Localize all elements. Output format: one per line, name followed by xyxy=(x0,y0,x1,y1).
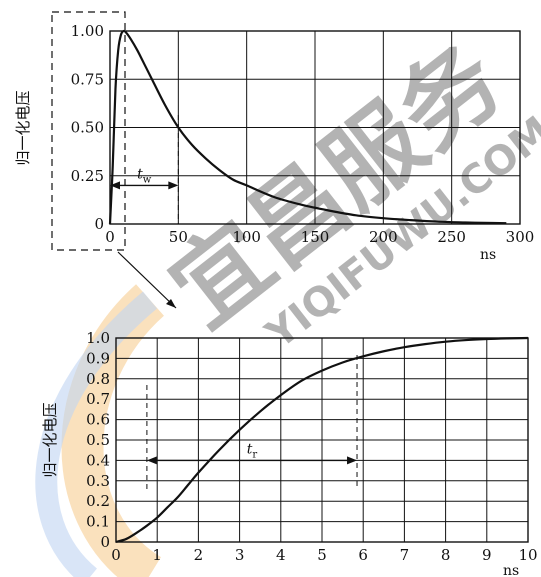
y-tick-label: 0 xyxy=(94,215,104,233)
x-tick-label: 8 xyxy=(441,546,451,564)
zoom-arrow xyxy=(117,251,177,309)
y-tick-label: 0.2 xyxy=(86,492,110,510)
x-tick-label: 2 xyxy=(194,546,204,564)
x-tick-label: 7 xyxy=(400,546,410,564)
y-tick-label: 0.6 xyxy=(86,411,110,429)
bottom-y-tick-labels: 0 0.1 0.2 0.3 0.4 0.5 0.6 0.7 0.8 0.9 1.0 xyxy=(86,329,110,551)
annotation-arrowhead-right xyxy=(347,456,358,465)
annotation-label: tr xyxy=(247,441,258,460)
y-tick-label: 0.4 xyxy=(86,451,110,469)
x-tick-label: 3 xyxy=(235,546,245,564)
y-tick-label: 0.25 xyxy=(71,167,104,185)
x-tick-label: 150 xyxy=(301,228,330,246)
x-tick-label: 100 xyxy=(232,228,261,246)
watermark-arc-blue xyxy=(35,291,158,577)
bottom-x-tick-labels: 0 1 2 3 4 5 6 7 8 9 10 xyxy=(111,546,537,564)
x-tick-label: 250 xyxy=(437,228,466,246)
zoom-box xyxy=(51,11,126,251)
y-tick-label: 1.00 xyxy=(71,22,104,40)
y-tick-label: 0.50 xyxy=(71,119,104,137)
annotation-arrowhead-left xyxy=(110,181,120,190)
x-tick-label: 4 xyxy=(276,546,286,564)
y-tick-label: 0.5 xyxy=(86,431,110,449)
annotation-label-subscript: w xyxy=(143,174,152,185)
top-y-tick-labels: 0 0.25 0.50 0.75 1.00 xyxy=(71,22,104,233)
x-tick-label: 10 xyxy=(518,546,537,564)
annotation-label: tw xyxy=(137,166,152,185)
annotation-label-main: t xyxy=(247,441,253,457)
x-tick-label: 0 xyxy=(105,228,115,246)
bottom-series-line xyxy=(115,336,529,544)
bottom-grid xyxy=(115,337,529,543)
top-annotation: tw xyxy=(109,115,179,224)
bottom-x-unit: ns xyxy=(503,563,519,577)
x-tick-label: 300 xyxy=(506,228,535,246)
x-tick-label: 6 xyxy=(358,546,368,564)
top-chart: 00.250.500.751.00 0 50 100 150 200 250 300 ns … xyxy=(14,11,534,263)
watermark-arc xyxy=(61,284,165,577)
annotation-label-main: t xyxy=(137,166,143,182)
annotation-label-subscript: r xyxy=(252,449,257,460)
annotation-arrowhead-right xyxy=(168,181,179,190)
top-grid xyxy=(109,30,521,225)
annotation-arrowhead-left xyxy=(146,456,157,465)
bottom-plot-frame xyxy=(115,337,529,543)
x-tick-label: 9 xyxy=(482,546,492,564)
top-series-line xyxy=(108,29,507,225)
bottom-y-axis-label: 归一化电压 xyxy=(41,402,59,477)
top-y-axis-label: 归一化电压 xyxy=(14,90,32,165)
y-tick-label: 0.75 xyxy=(71,70,104,88)
watermark: 宜昌服务 YIQIFUWU.COM xyxy=(35,23,541,577)
y-tick-label: 1.0 xyxy=(86,329,110,347)
x-tick-label: 0 xyxy=(111,546,121,564)
y-tick-label: 0.1 xyxy=(86,513,110,531)
top-plot-frame xyxy=(109,30,521,225)
x-tick-label: 50 xyxy=(169,228,188,246)
y-tick-label: 0.8 xyxy=(86,370,110,388)
y-tick-label: 0.7 xyxy=(86,390,110,408)
x-tick-label: 1 xyxy=(152,546,162,564)
y-tick-label: 0.3 xyxy=(86,472,110,490)
bottom-annotation: tr xyxy=(146,355,358,490)
y-tick-label: 0.9 xyxy=(86,349,110,367)
x-tick-label: 5 xyxy=(317,546,327,564)
x-tick-label: 200 xyxy=(369,228,398,246)
y-tick-label: 0 xyxy=(100,533,110,551)
top-x-unit: ns xyxy=(480,247,496,263)
top-x-tick-labels: 0 50 100 150 200 250 300 xyxy=(105,228,534,246)
